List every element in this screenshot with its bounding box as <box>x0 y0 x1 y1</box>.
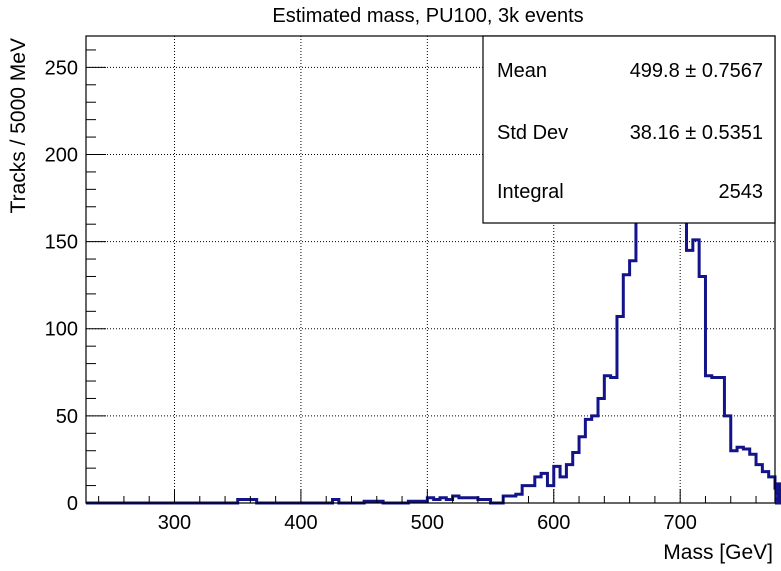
stats-stddev-value: 38.16 ± 0.5351 <box>630 122 763 144</box>
plot-frame <box>85 35 776 504</box>
histogram-bin <box>687 250 693 503</box>
x-tick-label: 400 <box>284 512 317 534</box>
stats-box-frame <box>482 35 776 224</box>
histogram-bin <box>712 378 718 503</box>
y-tick-label: 50 <box>56 406 78 428</box>
histogram-bin <box>592 416 598 503</box>
grid-lines <box>86 36 775 503</box>
y-axis-label: Tracks / 5000 MeV <box>7 38 30 213</box>
y-tick-label: 0 <box>67 493 78 515</box>
x-axis-ticks: 300 400 500 600 700 <box>98 489 757 534</box>
y-tick-label: 250 <box>45 57 78 79</box>
x-tick-label: 700 <box>663 512 696 534</box>
stats-integral-value: 2543 <box>719 181 764 203</box>
y-tick-label: 200 <box>45 144 78 166</box>
stats-box: Mean 499.8 ± 0.7567 Std Dev 38.16 ± 0.53… <box>482 35 776 224</box>
histogram-outline <box>86 55 781 505</box>
y-tick-label: 100 <box>45 319 78 341</box>
y-axis-ticks: 0 50 100 150 200 250 <box>45 49 106 515</box>
y-tick-label: 150 <box>45 232 78 254</box>
histogram-bin <box>547 486 553 503</box>
histogram-bin <box>743 449 749 503</box>
histogram-bin <box>731 451 737 503</box>
stats-mean-label: Mean <box>497 60 547 82</box>
histogram-bin <box>560 477 566 503</box>
stats-integral-label: Integral <box>497 181 564 203</box>
chart-title: Estimated mass, PU100, 3k events <box>272 5 583 27</box>
x-tick-label: 300 <box>158 512 191 534</box>
stats-stddev-label: Std Dev <box>497 122 568 144</box>
stats-mean-value: 499.8 ± 0.7567 <box>630 60 763 82</box>
histogram-series <box>86 55 781 505</box>
histogram-bin <box>630 261 636 503</box>
x-axis-label: Mass [GeV] <box>663 541 773 564</box>
histogram-bin <box>680 217 686 503</box>
histogram-bin <box>611 378 617 503</box>
x-tick-label: 600 <box>537 512 570 534</box>
histogram-bin <box>705 376 711 503</box>
histogram-bin <box>693 240 699 503</box>
histogram-bin <box>528 486 534 503</box>
x-tick-label: 500 <box>411 512 444 534</box>
histogram-bin <box>737 447 743 503</box>
